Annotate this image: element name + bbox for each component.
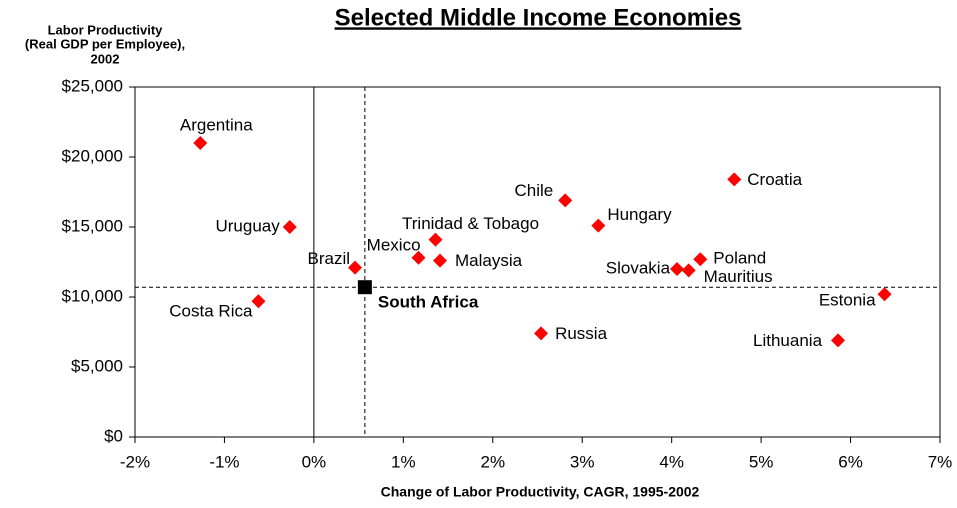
highlight-label: South Africa xyxy=(378,293,479,312)
point xyxy=(348,260,363,275)
x-tick-label: 6% xyxy=(838,452,863,471)
point-label: Mexico xyxy=(367,235,421,254)
point-label: Croatia xyxy=(747,170,802,189)
point xyxy=(670,262,685,276)
point xyxy=(681,263,696,278)
y-tick-label: $25,000 xyxy=(62,76,123,95)
chart-title: Selected Middle Income Economies xyxy=(335,4,742,31)
y-tick-label: $0 xyxy=(104,426,123,445)
point xyxy=(411,250,426,265)
point-label: Estonia xyxy=(819,291,876,310)
point xyxy=(282,220,297,234)
point xyxy=(433,253,448,268)
highlight-point xyxy=(357,280,372,295)
point-label: Malaysia xyxy=(455,251,523,270)
point xyxy=(193,136,208,150)
point-label: Brazil xyxy=(308,249,351,268)
y-axis-label: (Real GDP per Employee), xyxy=(25,36,185,51)
point-label: Costa Rica xyxy=(169,302,253,321)
x-tick-label: 0% xyxy=(302,452,327,471)
point xyxy=(558,193,573,208)
point xyxy=(251,294,266,309)
point xyxy=(693,252,708,267)
x-axis-label: Change of Labor Productivity, CAGR, 1995… xyxy=(381,484,700,500)
y-tick-label: $20,000 xyxy=(62,146,123,165)
plot-frame xyxy=(134,86,941,438)
point-label: Uruguay xyxy=(215,216,280,235)
point-label: Trinidad & Tobago xyxy=(402,214,539,233)
x-tick-label: 1% xyxy=(391,452,416,471)
point-label: Slovakia xyxy=(606,258,671,277)
point xyxy=(831,333,846,348)
point-label: Hungary xyxy=(607,205,672,224)
point-label: Argentina xyxy=(180,115,253,134)
point xyxy=(727,172,742,187)
y-axis-label: 2002 xyxy=(91,51,120,66)
point xyxy=(877,287,892,302)
x-tick-label: -1% xyxy=(209,452,239,471)
x-tick-label: -2% xyxy=(120,452,150,471)
point xyxy=(591,218,606,233)
point-label: Mauritius xyxy=(704,267,773,286)
point xyxy=(534,326,549,341)
point-label: Russia xyxy=(555,324,608,343)
y-tick-label: $10,000 xyxy=(62,286,123,305)
point-label: Chile xyxy=(514,181,553,200)
point-label: Poland xyxy=(713,249,766,268)
x-tick-label: 2% xyxy=(480,452,505,471)
x-tick-label: 3% xyxy=(570,452,595,471)
point xyxy=(428,232,443,247)
x-tick-label: 4% xyxy=(659,452,684,471)
x-tick-label: 7% xyxy=(928,452,953,471)
y-tick-label: $5,000 xyxy=(71,356,123,375)
point-label: Lithuania xyxy=(753,331,823,350)
y-axis-label: Labor Productivity xyxy=(48,22,164,37)
y-tick-label: $15,000 xyxy=(62,216,123,235)
x-tick-label: 5% xyxy=(749,452,774,471)
